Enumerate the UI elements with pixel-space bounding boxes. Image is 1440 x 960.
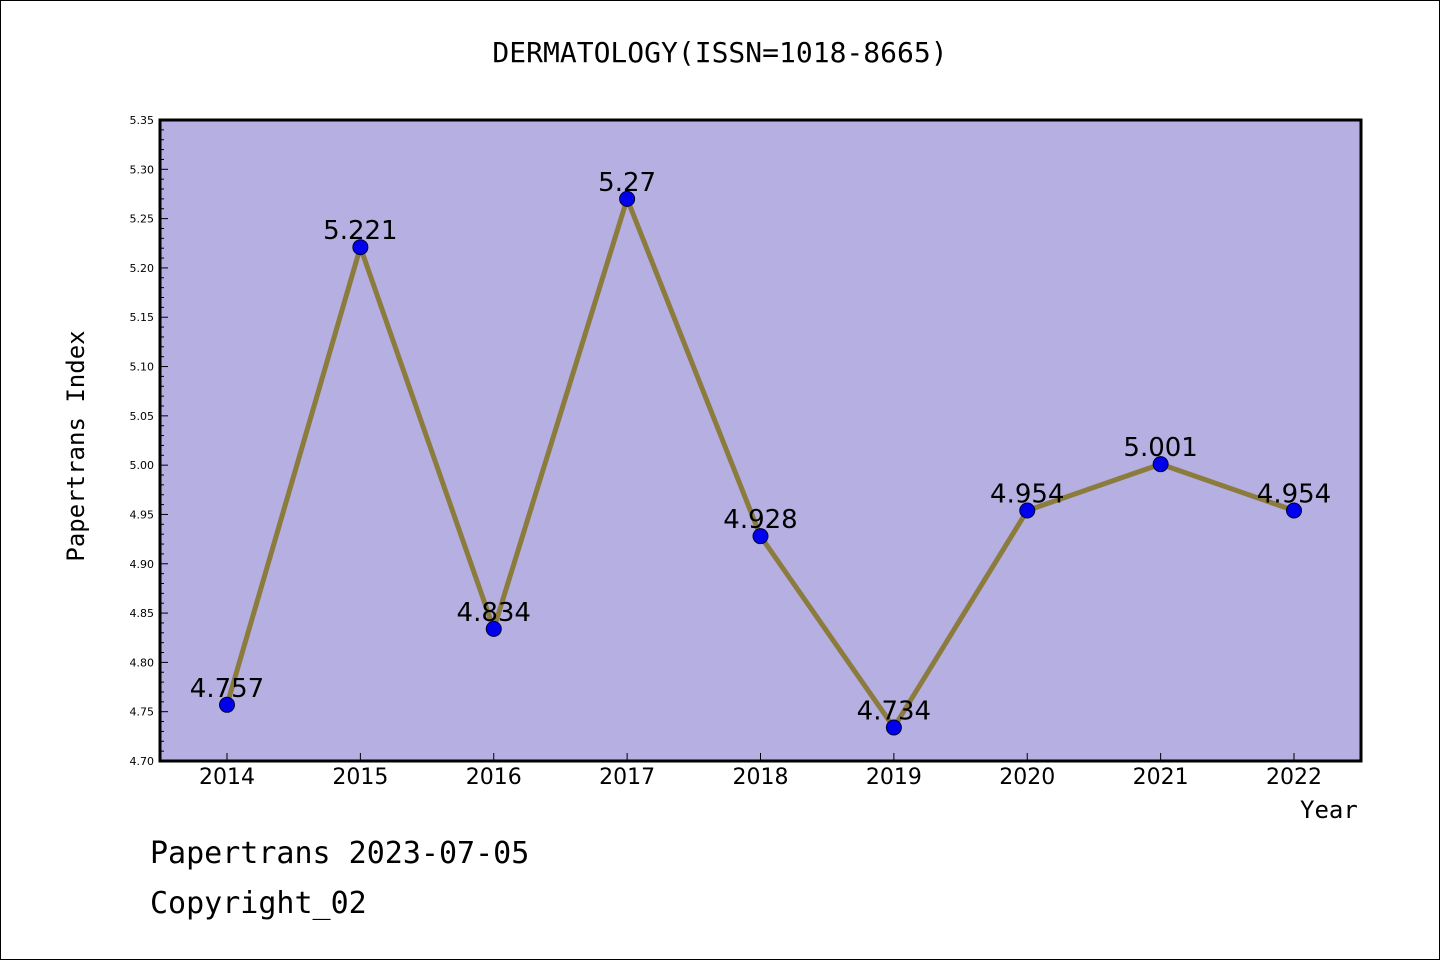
data-label: 4.757 bbox=[190, 674, 264, 704]
data-label: 4.928 bbox=[723, 505, 797, 535]
data-label: 5.27 bbox=[598, 168, 656, 198]
data-point bbox=[1286, 502, 1302, 519]
y-tick-label: 4.75 bbox=[130, 706, 155, 719]
data-label: 5.221 bbox=[323, 216, 397, 246]
x-tick-label: 2015 bbox=[332, 765, 388, 790]
data-label: 4.954 bbox=[990, 480, 1064, 510]
x-tick-label: 2014 bbox=[199, 765, 255, 790]
plot-border bbox=[158, 118, 1363, 763]
y-tick-label: 5.15 bbox=[130, 311, 155, 324]
y-tick-label: 4.90 bbox=[130, 558, 155, 571]
y-tick-label: 4.80 bbox=[130, 656, 155, 669]
y-tick-label: 5.10 bbox=[130, 361, 155, 374]
y-tick-label: 4.95 bbox=[130, 508, 155, 521]
data-point bbox=[219, 696, 235, 713]
data-label: 4.834 bbox=[457, 598, 531, 628]
y-tick-label: 5.35 bbox=[130, 114, 155, 127]
y-tick-label: 5.20 bbox=[130, 262, 155, 275]
y-tick-label: 4.70 bbox=[130, 755, 155, 768]
x-tick-label: 2019 bbox=[866, 765, 922, 790]
data-point bbox=[1152, 456, 1169, 473]
x-tick-label: 2017 bbox=[599, 765, 655, 790]
x-tick-label: 2021 bbox=[1133, 765, 1189, 790]
data-point bbox=[352, 239, 369, 256]
x-axis-label: Year bbox=[1300, 796, 1358, 824]
y-tick-label: 5.00 bbox=[130, 459, 155, 472]
y-tick-label: 4.85 bbox=[130, 607, 155, 620]
plot-area bbox=[160, 120, 1361, 761]
y-tick-label: 5.30 bbox=[130, 163, 155, 176]
data-point bbox=[885, 719, 902, 736]
x-tick-label: 2018 bbox=[733, 765, 789, 790]
y-tick-label: 5.25 bbox=[130, 213, 155, 226]
data-label: 4.954 bbox=[1257, 480, 1331, 510]
footer-copyright: Copyright_02 bbox=[150, 886, 367, 921]
x-tick-label: 2022 bbox=[1266, 765, 1322, 790]
data-label: 4.734 bbox=[857, 696, 931, 726]
data-point bbox=[752, 528, 769, 545]
data-point bbox=[1019, 502, 1036, 519]
chart-title: DERMATOLOGY(ISSN=1018-8665) bbox=[492, 36, 948, 69]
x-tick-label: 2020 bbox=[999, 765, 1055, 790]
data-point bbox=[619, 190, 636, 207]
y-tick-label: 5.05 bbox=[130, 410, 155, 423]
footer-date: Papertrans 2023-07-05 bbox=[150, 836, 530, 871]
data-point bbox=[485, 620, 502, 637]
data-label: 5.001 bbox=[1123, 433, 1197, 463]
x-tick-label: 2016 bbox=[466, 765, 522, 790]
